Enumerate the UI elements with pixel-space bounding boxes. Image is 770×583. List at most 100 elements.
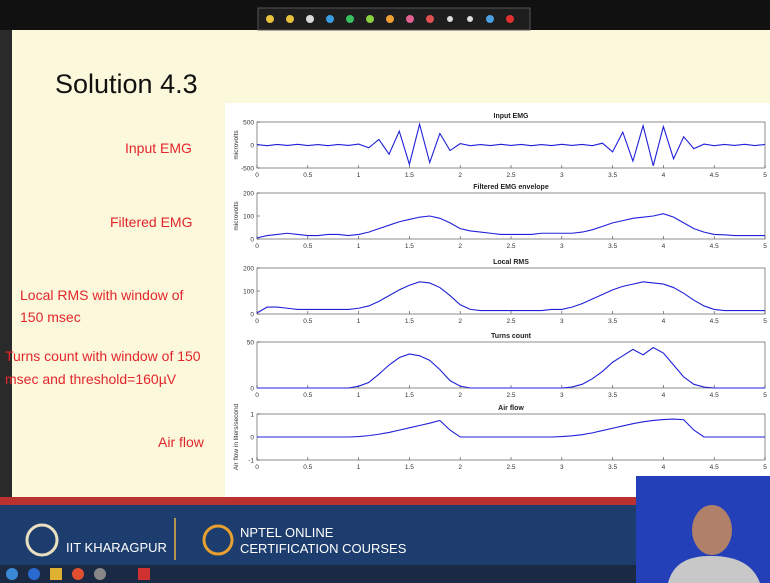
annotation-toolbar[interactable]	[257, 7, 531, 31]
x-tick-label: 1	[357, 243, 361, 250]
presenter-head	[692, 505, 732, 555]
signal-line	[256, 122, 766, 167]
y-tick-label: 0	[250, 386, 254, 393]
x-tick-label: 5	[763, 243, 767, 250]
x-tick-label: 1.5	[405, 464, 414, 471]
taskbar-icon[interactable]	[28, 568, 40, 580]
signal-line	[257, 418, 765, 438]
axes-frame	[256, 341, 766, 389]
signal-line	[256, 213, 765, 239]
y-tick-label: 1	[250, 412, 254, 419]
x-tick-label: 2.5	[506, 243, 515, 250]
tool-icon[interactable]	[286, 15, 294, 23]
iit-logo	[25, 523, 59, 557]
y-axis-label: Air flow in liters/second	[233, 403, 240, 470]
x-tick-label: 3	[560, 172, 564, 179]
row-label: msec and threshold=160µV	[5, 371, 177, 387]
x-tick-label: 1.5	[405, 243, 414, 250]
taskbar-icon[interactable]	[6, 568, 18, 580]
x-tick-label: 3	[560, 318, 564, 325]
x-tick-label: 1	[357, 318, 361, 325]
y-tick-label: 200	[243, 266, 254, 273]
tool-icon[interactable]	[326, 15, 334, 23]
x-tick-label: 1	[357, 392, 361, 399]
row-label: Filtered EMG	[110, 214, 192, 230]
y-tick-label: -1	[248, 458, 254, 465]
x-tick-label: 2	[458, 464, 462, 471]
row-label: Input EMG	[125, 140, 192, 156]
x-tick-label: 3.5	[608, 464, 617, 471]
footer-stripe	[0, 497, 770, 505]
y-axis-label: microvolts	[233, 201, 240, 231]
tool-icon[interactable]	[406, 15, 414, 23]
x-tick-label: 0.5	[303, 392, 312, 399]
row-label: Air flow	[158, 434, 205, 450]
x-tick-label: 1.5	[405, 318, 414, 325]
presenter-video	[636, 476, 770, 583]
y-tick-label: 0	[250, 237, 254, 244]
x-tick-label: 2.5	[506, 392, 515, 399]
axes-frame	[256, 192, 766, 240]
x-tick-label: 0.5	[303, 243, 312, 250]
x-tick-label: 4.5	[710, 318, 719, 325]
y-tick-label: 50	[247, 340, 255, 347]
taskbar-icon[interactable]	[50, 568, 62, 580]
y-axis-label: microvolts	[233, 130, 240, 160]
tool-icon[interactable]	[346, 15, 354, 23]
x-tick-label: 2	[458, 243, 462, 250]
y-tick-label: 200	[243, 191, 254, 198]
x-tick-label: 5	[763, 172, 767, 179]
x-tick-label: 5	[763, 464, 767, 471]
x-tick-label: 4.5	[710, 464, 719, 471]
y-tick-label: 100	[243, 289, 254, 296]
x-tick-label: 0	[255, 243, 259, 250]
x-tick-label: 0.5	[303, 172, 312, 179]
subplot-title: Input EMG	[494, 113, 530, 120]
x-tick-label: 0.5	[303, 318, 312, 325]
tool-icon[interactable]	[366, 15, 374, 23]
x-tick-label: 2.5	[506, 318, 515, 325]
x-tick-label: 3	[560, 392, 564, 399]
row-label: 150 msec	[20, 309, 81, 325]
y-tick-label: 0	[250, 312, 254, 319]
subplot-title: Turns count	[491, 333, 532, 340]
nptel-logo	[202, 524, 234, 556]
tool-icon[interactable]	[447, 16, 453, 22]
taskbar	[0, 565, 770, 583]
x-tick-label: 3.5	[608, 172, 617, 179]
y-tick-label: 500	[243, 120, 254, 127]
tool-icon[interactable]	[486, 15, 494, 23]
x-tick-label: 3.5	[608, 243, 617, 250]
signal-line	[256, 281, 765, 314]
slide-edge	[0, 30, 12, 500]
x-tick-label: 3	[560, 243, 564, 250]
x-tick-label: 2	[458, 172, 462, 179]
footer-course: NPTEL ONLINE	[240, 525, 334, 540]
x-tick-label: 3	[560, 464, 564, 471]
x-tick-label: 4.5	[710, 392, 719, 399]
row-label: Turns count with window of 150	[5, 348, 201, 364]
taskbar-icon[interactable]	[72, 568, 84, 580]
tool-icon[interactable]	[306, 15, 314, 23]
row-label: Local RMS with window of	[20, 287, 184, 303]
x-tick-label: 4	[662, 318, 666, 325]
taskbar-icon[interactable]	[94, 568, 106, 580]
tool-icon[interactable]	[426, 15, 434, 23]
subplot-title: Filtered EMG envelope	[473, 184, 549, 191]
x-tick-label: 0	[255, 172, 259, 179]
x-tick-label: 4.5	[710, 243, 719, 250]
x-tick-label: 1	[357, 464, 361, 471]
x-tick-label: 4	[662, 392, 666, 399]
taskbar-icon[interactable]	[138, 568, 150, 580]
tool-icon[interactable]	[266, 15, 274, 23]
tool-icon[interactable]	[386, 15, 394, 23]
x-tick-label: 0	[255, 392, 259, 399]
y-tick-label: 0	[250, 143, 254, 150]
x-tick-label: 4	[662, 243, 666, 250]
footer-course: CERTIFICATION COURSES	[240, 541, 407, 556]
tool-icon[interactable]	[467, 16, 473, 22]
signal-line	[257, 346, 765, 389]
tool-icon[interactable]	[506, 15, 514, 23]
x-tick-label: 1	[357, 172, 361, 179]
